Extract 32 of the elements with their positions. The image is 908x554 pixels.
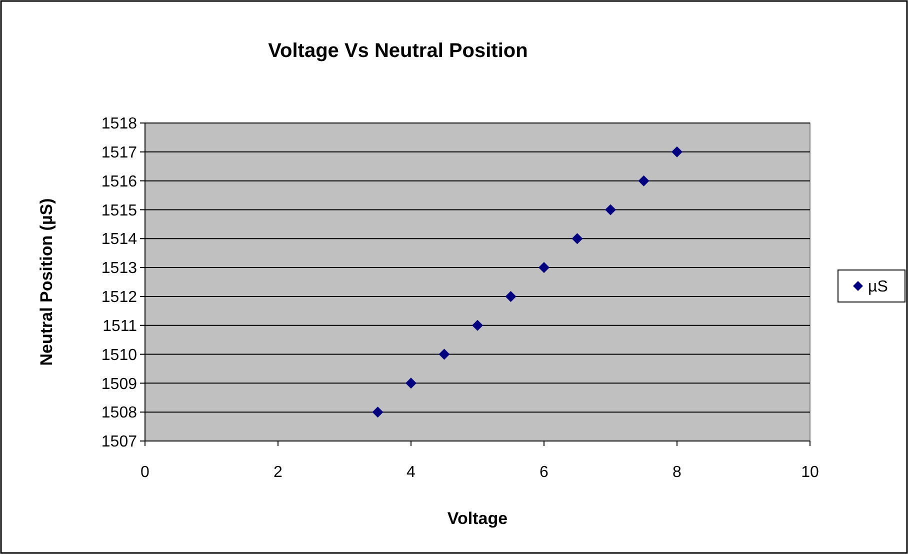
x-tick-label: 2 [274, 464, 283, 481]
point [472, 320, 483, 331]
y-tick-label: 1510 [101, 346, 138, 364]
y-tick-label: 1508 [101, 404, 138, 422]
point [605, 204, 616, 216]
chart-title: Voltage Vs Neutral Position [268, 40, 528, 62]
point [372, 406, 384, 418]
point [538, 262, 550, 274]
y-tick-label: 1511 [102, 318, 138, 335]
y-tick-label: 1514 [101, 231, 138, 248]
x-tick-label: 10 [801, 464, 819, 481]
y-tick-label: 1515 [101, 202, 138, 220]
x-tick-label: 6 [540, 464, 549, 481]
x-tick-label: 0 [140, 464, 150, 481]
y-axis-title: Neutral Position (µS) [37, 198, 56, 366]
y-tick-label: 1509 [101, 376, 138, 393]
point [406, 378, 416, 389]
y-tick-label: 1513 [101, 260, 138, 278]
point [438, 348, 450, 360]
point [672, 146, 682, 158]
y-tick-label: 1516 [101, 173, 138, 190]
point [572, 233, 583, 244]
x-axis-title: Voltage [447, 509, 508, 528]
y-tick-label: 1517 [101, 144, 138, 162]
x-tick-label: 8 [672, 464, 682, 481]
y-tick-label: 1512 [101, 289, 138, 306]
point [638, 175, 650, 186]
point [505, 290, 516, 302]
legend-label: µS [868, 278, 888, 296]
x-tick-label: 4 [406, 464, 416, 481]
y-tick-label: 1518 [101, 116, 138, 133]
y-tick-label: 1507 [101, 434, 138, 451]
